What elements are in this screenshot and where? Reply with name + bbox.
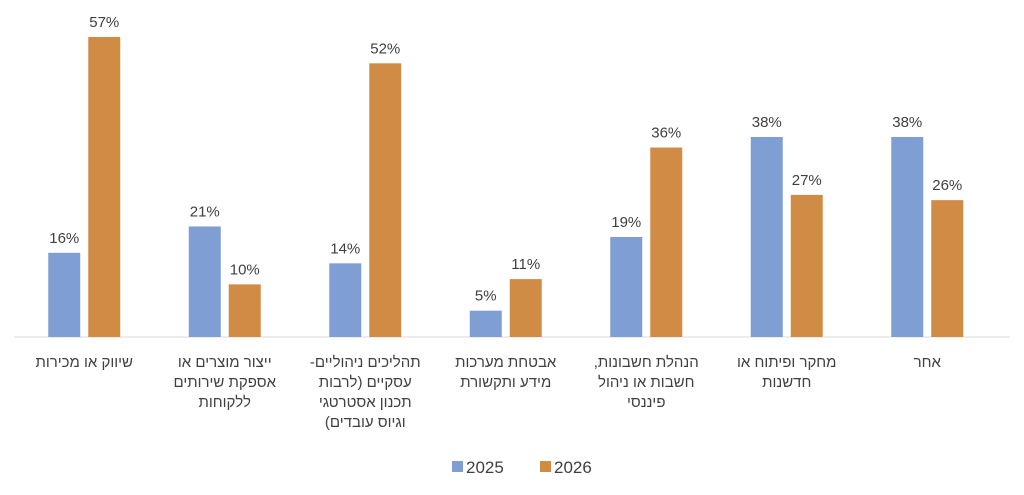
legend-swatch-2025 [452,461,463,472]
bar-2026-2 [369,63,402,337]
category-label-5: מחקר ופיתוח או חדשנות [737,354,836,391]
data-label-2025-6: 38% [892,114,922,131]
category-labels: שיווק או מכירות ייצור מוצרים או אספקת שירו… [36,354,942,431]
bar-2026-0 [88,37,121,337]
category-label-0: שיווק או מכירות [36,354,134,371]
bar-2025-4 [610,237,643,337]
category-label-line: הנהלת חשבונות, [594,354,699,371]
data-label-2025-1: 21% [190,203,220,220]
data-label-2026-0: 57% [89,14,119,31]
bar-2026-1 [228,284,261,337]
bar-2025-1 [188,226,221,337]
bar-2026-3 [509,279,542,337]
category-label-1: ייצור מוצרים או אספקת שירותים ללקוחות [173,354,276,411]
category-label-6: אחר [914,354,942,371]
bar-2026-6 [931,200,964,337]
category-label-line: מחקר ופיתוח או [737,354,836,371]
legend: 2025 2026 [452,458,592,477]
legend-label-2026: 2026 [554,458,592,477]
bar-2026-4 [650,147,683,337]
category-label-line: תהליכים ניהוליים- [310,354,421,371]
category-label-4: הנהלת חשבונות, חשבות או ניהול פיננסי [594,354,699,411]
category-label-line: תכנון אסטרטגי [319,394,412,411]
category-label-line: מידע ותקשורת [460,374,551,391]
category-label-line: ללקוחות [199,394,252,411]
category-label-2: תהליכים ניהוליים- עסקיים (לרבות תכנון אסטר… [310,354,421,431]
bar-2025-0 [48,252,81,337]
bars-group: 16% 57% 21% 10% 14% 52% 5% 11% 19% 36% 38% 27% 38% 26… [48,14,964,337]
bar-2025-3 [469,310,502,337]
bar-2026-5 [790,194,823,337]
data-label-2026-5: 27% [792,172,822,189]
category-label-line: אחר [914,354,942,371]
category-label-line: שיווק או מכירות [36,354,134,371]
data-label-2025-2: 14% [330,240,360,257]
data-label-2026-2: 52% [370,40,400,57]
category-label-line: וגיוס עובדים) [325,414,406,431]
category-label-line: עסקיים (לרבות [319,374,412,391]
data-label-2025-3: 5% [475,288,497,305]
legend-swatch-2026 [540,461,551,472]
legend-label-2025: 2025 [466,458,504,477]
category-label-line: ייצור מוצרים או [178,354,272,371]
category-label-line: חדשנות [762,374,811,391]
bar-2025-6 [891,137,924,337]
category-label-line: אספקת שירותים [173,374,276,391]
category-label-line: פיננסי [627,394,665,411]
data-label-2025-4: 19% [611,214,641,231]
data-label-2026-1: 10% [230,261,260,278]
category-label-line: חשבות או ניהול [598,374,695,391]
data-label-2026-6: 26% [932,177,962,194]
data-label-2025-0: 16% [49,230,79,247]
bar-2025-5 [750,137,783,337]
data-label-2026-4: 36% [651,125,681,142]
category-label-3: אבטחת מערכות מידע ותקשורת [455,354,557,391]
data-label-2025-5: 38% [752,114,782,131]
category-label-line: אבטחת מערכות [455,354,557,371]
bar-2025-2 [329,263,362,337]
data-label-2026-3: 11% [511,256,540,273]
